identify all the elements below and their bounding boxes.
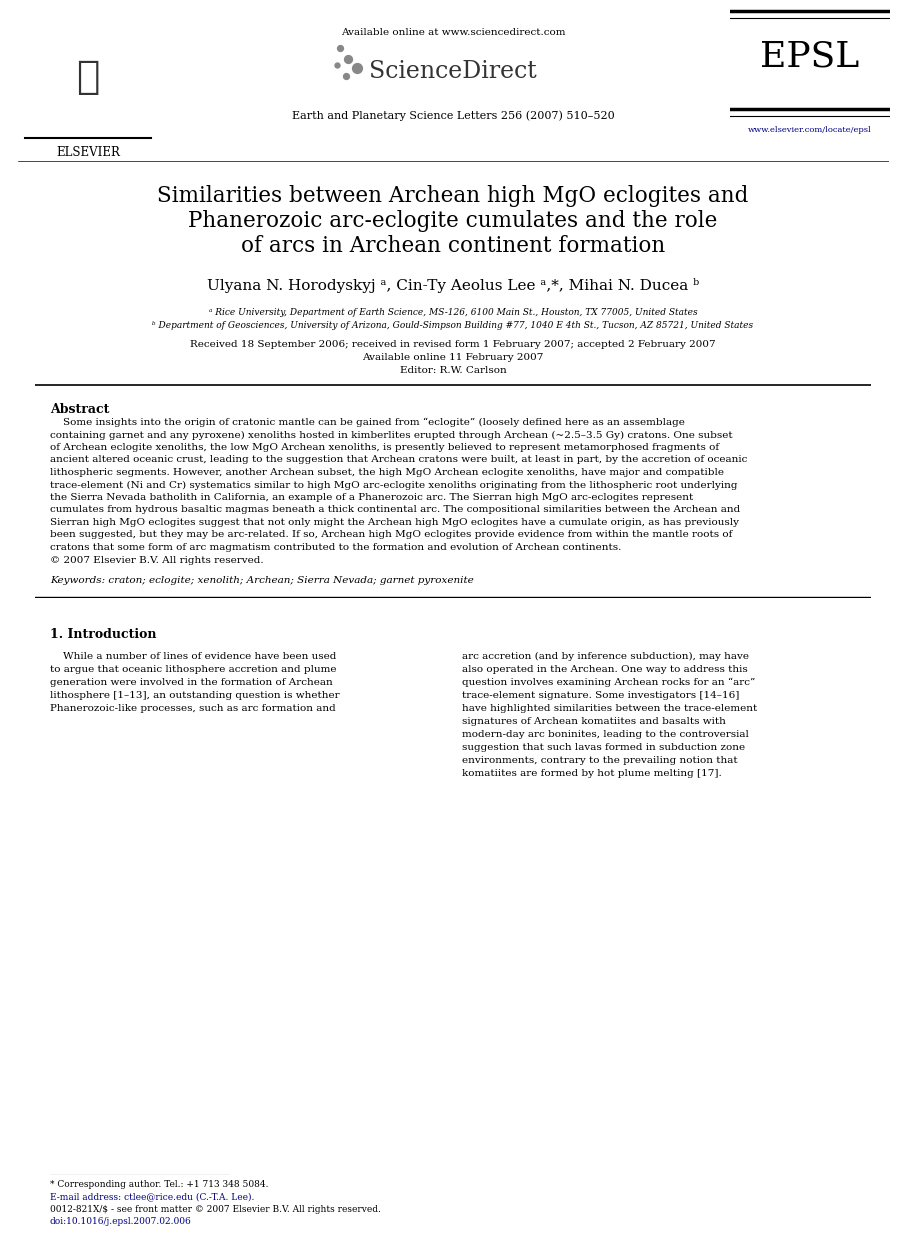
Text: www.elsevier.com/locate/epsl: www.elsevier.com/locate/epsl	[748, 126, 872, 134]
Text: 1. Introduction: 1. Introduction	[50, 628, 157, 641]
Text: lithospheric segments. However, another Archean subset, the high MgO Archean ecl: lithospheric segments. However, another …	[50, 468, 724, 477]
Text: EPSL: EPSL	[760, 40, 860, 73]
Text: of arcs in Archean continent formation: of arcs in Archean continent formation	[241, 235, 665, 258]
Text: E-mail address: ctlee@rice.edu (C.-T.A. Lee).: E-mail address: ctlee@rice.edu (C.-T.A. …	[50, 1192, 254, 1201]
Text: Similarities between Archean high MgO eclogites and: Similarities between Archean high MgO ec…	[157, 184, 748, 207]
Text: the Sierra Nevada batholith in California, an example of a Phanerozoic arc. The : the Sierra Nevada batholith in Californi…	[50, 493, 693, 501]
Text: 0012-821X/$ - see front matter © 2007 Elsevier B.V. All rights reserved.: 0012-821X/$ - see front matter © 2007 El…	[50, 1205, 381, 1214]
Text: modern-day arc boninites, leading to the controversial: modern-day arc boninites, leading to the…	[462, 730, 749, 739]
Text: Earth and Planetary Science Letters 256 (2007) 510–520: Earth and Planetary Science Letters 256 …	[292, 110, 614, 120]
Text: Phanerozoic arc-eclogite cumulates and the role: Phanerozoic arc-eclogite cumulates and t…	[189, 210, 717, 232]
Text: suggestion that such lavas formed in subduction zone: suggestion that such lavas formed in sub…	[462, 743, 746, 751]
Text: Keywords: craton; eclogite; xenolith; Archean; Sierra Nevada; garnet pyroxenite: Keywords: craton; eclogite; xenolith; Ar…	[50, 576, 473, 586]
Text: While a number of lines of evidence have been used: While a number of lines of evidence have…	[50, 652, 336, 661]
Text: Abstract: Abstract	[50, 404, 110, 416]
Text: cratons that some form of arc magmatism contributed to the formation and evoluti: cratons that some form of arc magmatism …	[50, 543, 621, 552]
Text: Available online at www.sciencedirect.com: Available online at www.sciencedirect.co…	[341, 28, 565, 37]
Point	[338, 66, 353, 85]
Text: to argue that oceanic lithosphere accretion and plume: to argue that oceanic lithosphere accret…	[50, 665, 336, 673]
Text: containing garnet and any pyroxene) xenoliths hosted in kimberlites erupted thro: containing garnet and any pyroxene) xeno…	[50, 431, 733, 439]
Point	[350, 58, 365, 78]
Text: also operated in the Archean. One way to address this: also operated in the Archean. One way to…	[462, 665, 747, 673]
Text: doi:10.1016/j.epsl.2007.02.006: doi:10.1016/j.epsl.2007.02.006	[50, 1217, 191, 1226]
Text: ᵃ Rice University, Department of Earth Science, MS-126, 6100 Main St., Houston, : ᵃ Rice University, Department of Earth S…	[209, 308, 697, 317]
Text: arc accretion (and by inference subduction), may have: arc accretion (and by inference subducti…	[462, 652, 749, 661]
Text: trace-element (Ni and Cr) systematics similar to high MgO arc-eclogite xenoliths: trace-element (Ni and Cr) systematics si…	[50, 480, 737, 489]
Text: Ulyana N. Horodyskyj ᵃ, Cin-Ty Aeolus Lee ᵃ,*, Mihai N. Ducea ᵇ: Ulyana N. Horodyskyj ᵃ, Cin-Ty Aeolus Le…	[207, 279, 699, 293]
Text: ScienceDirect: ScienceDirect	[369, 59, 537, 83]
Text: Sierran high MgO eclogites suggest that not only might the Archean high MgO eclo: Sierran high MgO eclogites suggest that …	[50, 517, 739, 527]
Text: Editor: R.W. Carlson: Editor: R.W. Carlson	[400, 366, 506, 375]
Text: trace-element signature. Some investigators [14–16]: trace-element signature. Some investigat…	[462, 691, 739, 699]
Text: ancient altered oceanic crust, leading to the suggestion that Archean cratons we: ancient altered oceanic crust, leading t…	[50, 456, 747, 464]
Text: © 2007 Elsevier B.V. All rights reserved.: © 2007 Elsevier B.V. All rights reserved…	[50, 556, 264, 565]
Text: Some insights into the origin of cratonic mantle can be gained from “eclogite” (: Some insights into the origin of cratoni…	[50, 418, 685, 427]
Text: have highlighted similarities between the trace-element: have highlighted similarities between th…	[462, 704, 757, 713]
Text: lithosphere [1–13], an outstanding question is whether: lithosphere [1–13], an outstanding quest…	[50, 691, 339, 699]
Text: environments, contrary to the prevailing notion that: environments, contrary to the prevailing…	[462, 756, 737, 765]
Text: Received 18 September 2006; received in revised form 1 February 2007; accepted 2: Received 18 September 2006; received in …	[190, 340, 716, 349]
Text: question involves examining Archean rocks for an “arc”: question involves examining Archean rock…	[462, 678, 756, 687]
Text: ᵇ Department of Geosciences, University of Arizona, Gould-Simpson Building #77, : ᵇ Department of Geosciences, University …	[152, 321, 754, 331]
Point	[341, 50, 356, 69]
Text: of Archean eclogite xenoliths, the low MgO Archean xenoliths, is presently belie: of Archean eclogite xenoliths, the low M…	[50, 443, 719, 452]
Point	[329, 54, 344, 74]
Text: * Corresponding author. Tel.: +1 713 348 5084.: * Corresponding author. Tel.: +1 713 348…	[50, 1180, 268, 1188]
Text: ELSEVIER: ELSEVIER	[56, 146, 120, 158]
Text: been suggested, but they may be arc-related. If so, Archean high MgO eclogites p: been suggested, but they may be arc-rela…	[50, 531, 732, 540]
Text: cumulates from hydrous basaltic magmas beneath a thick continental arc. The comp: cumulates from hydrous basaltic magmas b…	[50, 505, 740, 515]
Text: Phanerozoic-like processes, such as arc formation and: Phanerozoic-like processes, such as arc …	[50, 704, 336, 713]
Point	[333, 38, 347, 58]
Text: 🌳: 🌳	[76, 58, 100, 97]
Text: komatiites are formed by hot plume melting [17].: komatiites are formed by hot plume melti…	[462, 769, 722, 777]
Text: signatures of Archean komatiites and basalts with: signatures of Archean komatiites and bas…	[462, 717, 726, 725]
Text: Available online 11 February 2007: Available online 11 February 2007	[362, 353, 543, 361]
Text: generation were involved in the formation of Archean: generation were involved in the formatio…	[50, 678, 333, 687]
